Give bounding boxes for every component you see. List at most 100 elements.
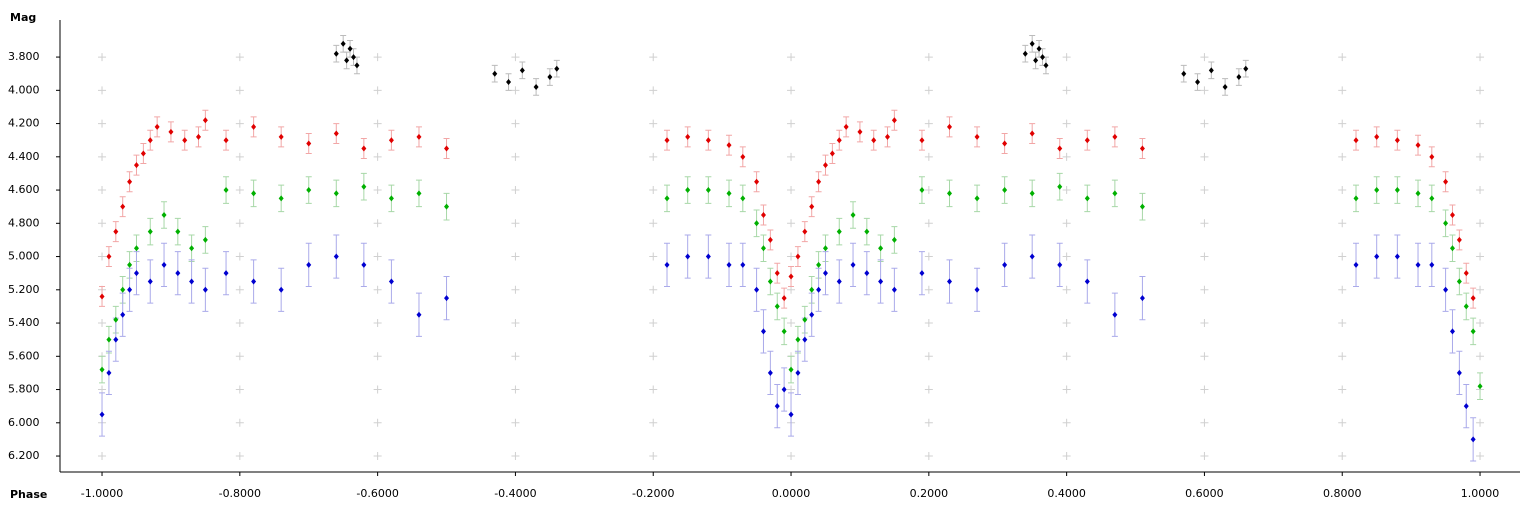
point bbox=[1353, 137, 1359, 144]
grid-mark bbox=[373, 319, 382, 328]
point bbox=[1449, 328, 1455, 335]
point bbox=[974, 195, 980, 202]
grid-mark bbox=[1476, 152, 1485, 161]
grid-mark bbox=[1200, 119, 1209, 128]
grid-mark bbox=[649, 285, 658, 294]
point bbox=[251, 123, 257, 130]
point bbox=[333, 50, 339, 57]
point bbox=[850, 261, 856, 268]
grid-mark bbox=[1338, 385, 1347, 394]
point bbox=[1043, 62, 1049, 69]
grid-mark bbox=[373, 252, 382, 261]
point bbox=[175, 228, 181, 235]
point bbox=[864, 228, 870, 235]
grid-mark bbox=[235, 219, 244, 228]
grid-mark bbox=[649, 252, 658, 261]
grid-mark bbox=[1200, 285, 1209, 294]
point bbox=[774, 403, 780, 410]
point bbox=[809, 286, 815, 293]
point bbox=[547, 74, 553, 81]
grid-mark bbox=[649, 385, 658, 394]
point bbox=[816, 178, 822, 185]
grid-mark bbox=[649, 86, 658, 95]
point bbox=[788, 411, 794, 418]
grid-mark bbox=[924, 285, 933, 294]
point bbox=[120, 203, 126, 210]
grid-mark bbox=[511, 418, 520, 427]
point bbox=[809, 311, 815, 318]
point bbox=[919, 187, 925, 194]
grid-mark bbox=[787, 285, 796, 294]
point bbox=[533, 83, 539, 90]
point bbox=[836, 228, 842, 235]
point bbox=[1463, 403, 1469, 410]
point bbox=[1112, 311, 1118, 318]
point bbox=[340, 40, 346, 47]
point bbox=[1463, 270, 1469, 277]
point bbox=[1139, 145, 1145, 152]
grid-mark bbox=[1200, 352, 1209, 361]
point bbox=[1429, 261, 1435, 268]
grid-mark bbox=[1338, 319, 1347, 328]
point bbox=[705, 187, 711, 194]
grid-mark bbox=[924, 418, 933, 427]
point bbox=[1374, 133, 1380, 140]
grid-mark bbox=[1476, 319, 1485, 328]
grid-mark bbox=[98, 219, 107, 228]
point bbox=[189, 245, 195, 252]
point bbox=[161, 261, 167, 268]
y-tick-label: 6.200 bbox=[8, 449, 40, 462]
point bbox=[781, 386, 787, 393]
point bbox=[857, 128, 863, 135]
point bbox=[99, 366, 105, 373]
grid-mark bbox=[511, 452, 520, 461]
grid-mark bbox=[1338, 252, 1347, 261]
point bbox=[354, 62, 360, 69]
point bbox=[506, 79, 512, 86]
point bbox=[795, 369, 801, 376]
point bbox=[1036, 45, 1042, 52]
grid-mark bbox=[511, 319, 520, 328]
grid-mark bbox=[98, 86, 107, 95]
y-tick-label: 4.800 bbox=[8, 216, 40, 229]
grid-mark bbox=[649, 152, 658, 161]
grid-mark bbox=[787, 252, 796, 261]
grid-mark bbox=[511, 152, 520, 161]
grid-mark bbox=[511, 352, 520, 361]
point bbox=[685, 187, 691, 194]
y-tick-label: 6.000 bbox=[8, 416, 40, 429]
grid-mark bbox=[1338, 452, 1347, 461]
grid-mark bbox=[98, 385, 107, 394]
grid-mark bbox=[511, 219, 520, 228]
grid-mark bbox=[98, 319, 107, 328]
x-tick-label: 0.8000 bbox=[1323, 487, 1362, 500]
point bbox=[781, 295, 787, 302]
grid-mark bbox=[1062, 86, 1071, 95]
point bbox=[554, 65, 560, 72]
x-tick-label: 0.0000 bbox=[772, 487, 811, 500]
point bbox=[1084, 195, 1090, 202]
point bbox=[664, 195, 670, 202]
point bbox=[829, 150, 835, 157]
grid-mark bbox=[1200, 418, 1209, 427]
point bbox=[1057, 261, 1063, 268]
grid-mark bbox=[649, 418, 658, 427]
point bbox=[1415, 190, 1421, 197]
point bbox=[974, 286, 980, 293]
grid-mark bbox=[235, 352, 244, 361]
point bbox=[154, 123, 160, 130]
point bbox=[809, 203, 815, 210]
grid-mark bbox=[1200, 385, 1209, 394]
point bbox=[816, 286, 822, 293]
grid-mark bbox=[1062, 119, 1071, 128]
grid-mark bbox=[787, 319, 796, 328]
point bbox=[740, 261, 746, 268]
grid-mark bbox=[235, 285, 244, 294]
grid-mark bbox=[373, 385, 382, 394]
point bbox=[182, 137, 188, 144]
grid-mark bbox=[373, 53, 382, 62]
point bbox=[106, 253, 112, 260]
grid-mark bbox=[373, 352, 382, 361]
y-tick-label: 4.400 bbox=[8, 150, 40, 163]
point bbox=[120, 286, 126, 293]
